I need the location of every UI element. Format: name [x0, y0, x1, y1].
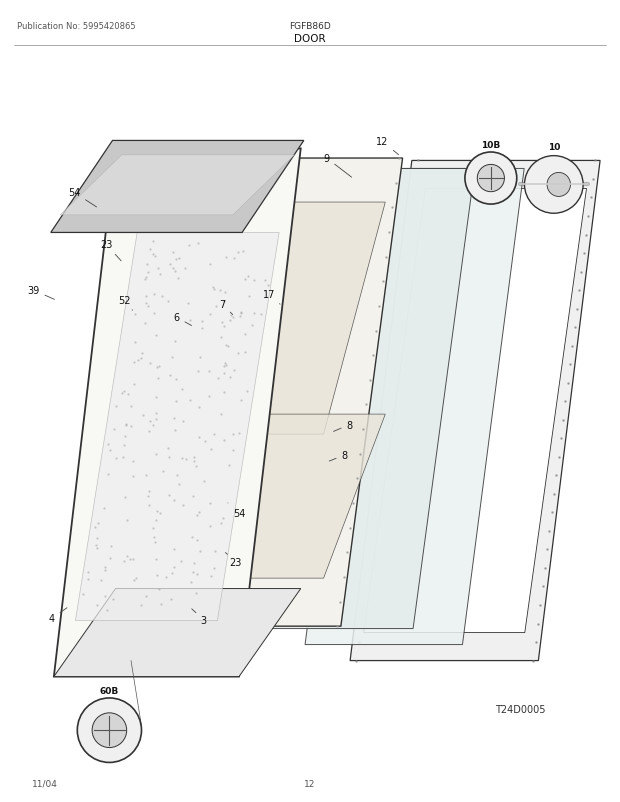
- Ellipse shape: [465, 153, 516, 205]
- Text: 23: 23: [226, 553, 242, 568]
- Ellipse shape: [477, 165, 505, 192]
- Text: 11/04: 11/04: [32, 779, 58, 788]
- Text: 7: 7: [219, 300, 232, 315]
- Text: T24D0005: T24D0005: [495, 703, 546, 714]
- Text: 10B: 10B: [481, 141, 500, 150]
- Polygon shape: [207, 415, 385, 578]
- Text: 12: 12: [304, 779, 316, 788]
- Ellipse shape: [547, 173, 570, 197]
- Text: 8: 8: [329, 451, 348, 461]
- Polygon shape: [219, 580, 239, 609]
- Text: 39: 39: [27, 286, 55, 300]
- Polygon shape: [364, 189, 587, 633]
- Ellipse shape: [92, 713, 126, 747]
- Text: 23: 23: [100, 240, 121, 261]
- Text: 4: 4: [49, 608, 67, 623]
- Polygon shape: [54, 149, 301, 677]
- Polygon shape: [305, 169, 524, 645]
- Ellipse shape: [78, 698, 141, 763]
- Polygon shape: [142, 424, 162, 453]
- Text: 3: 3: [192, 609, 207, 625]
- Text: 54: 54: [228, 504, 245, 518]
- Polygon shape: [60, 156, 294, 216]
- Text: 12: 12: [376, 137, 399, 156]
- Text: b: b: [165, 608, 169, 614]
- Polygon shape: [207, 203, 385, 435]
- Polygon shape: [190, 159, 402, 626]
- Text: 6: 6: [174, 313, 192, 326]
- Polygon shape: [142, 254, 162, 433]
- Text: 52: 52: [118, 295, 133, 311]
- Text: eReplacementParts.com: eReplacementParts.com: [242, 416, 378, 426]
- Text: 9: 9: [324, 154, 352, 178]
- Text: FGFB86D: FGFB86D: [289, 22, 331, 31]
- Text: 17: 17: [262, 290, 280, 305]
- Text: 60B: 60B: [100, 686, 119, 695]
- Text: 8: 8: [334, 420, 353, 431]
- Polygon shape: [76, 233, 279, 621]
- Polygon shape: [54, 589, 301, 677]
- Text: b: b: [64, 608, 68, 614]
- Text: 10: 10: [547, 143, 560, 152]
- Polygon shape: [350, 161, 600, 661]
- Text: b: b: [120, 608, 124, 614]
- Ellipse shape: [525, 156, 583, 214]
- Text: DOOR: DOOR: [294, 34, 326, 44]
- Polygon shape: [262, 169, 475, 629]
- Polygon shape: [219, 426, 240, 589]
- Text: Publication No: 5995420865: Publication No: 5995420865: [17, 22, 135, 31]
- Polygon shape: [51, 141, 304, 233]
- Text: 54: 54: [68, 188, 97, 208]
